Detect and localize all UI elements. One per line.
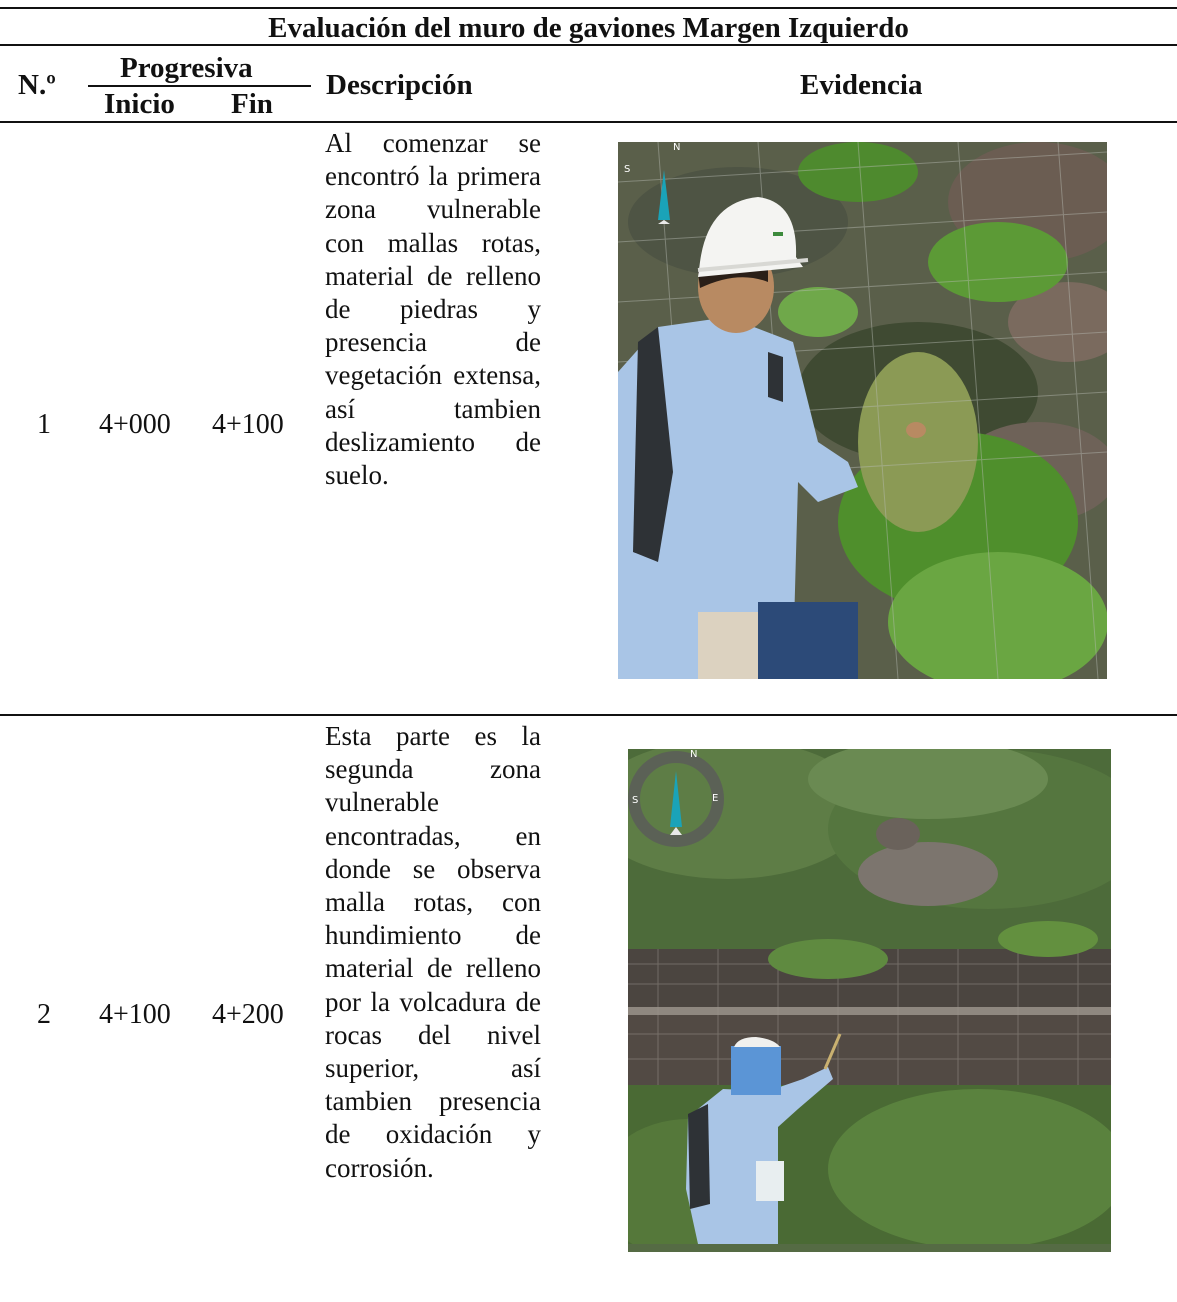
row-1-number: 1 [37,409,51,440]
table-title: Evaluación del muro de gaviones Margen I… [268,12,909,44]
row-2-number: 2 [37,999,51,1030]
row-2-start: 4+100 [99,999,171,1030]
progresiva-underline [88,85,311,87]
compass-s-label-1: S [624,164,631,175]
compass-n-label-2: N [690,749,698,760]
header-evidence: Evidencia [800,69,923,101]
row-2-end: 4+200 [212,999,284,1030]
header-rule [0,121,1177,123]
compass-s-label-2: S [632,795,639,806]
row-divider-rule [0,714,1177,716]
header-description: Descripción [326,69,473,101]
row-2-description: Esta parte es la segunda zona vulnerable… [325,721,541,1183]
row-1-description: Al comenzar se encontró la primera zona … [325,128,541,491]
row-2-evidence-photo: N S E [628,749,1111,1252]
compass-e-label-2: E [712,793,719,804]
compass-n-label-1: N [673,142,681,153]
row-1-end: 4+100 [212,409,284,440]
top-rule [0,7,1177,9]
title-rule [0,44,1177,46]
header-start: Inicio [104,88,175,120]
header-progresiva: Progresiva [120,52,253,84]
row-1-start: 4+000 [99,409,171,440]
header-number: N.º [18,69,56,101]
header-end: Fin [231,88,273,120]
row-1-evidence-photo: N S [618,142,1107,679]
